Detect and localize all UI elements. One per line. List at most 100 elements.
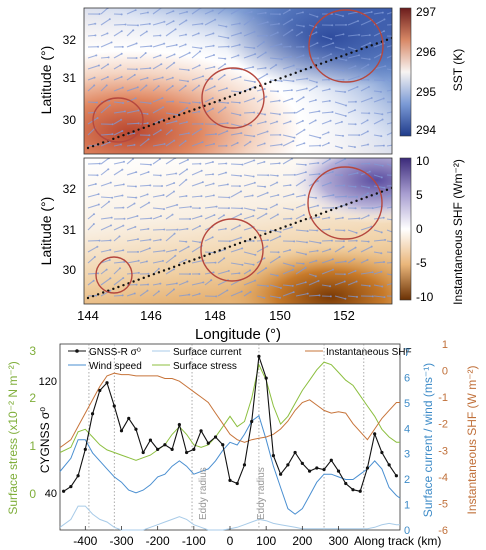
wind-arrow	[360, 42, 371, 48]
wind-arrow	[360, 97, 372, 103]
wind-arrow-head	[184, 43, 187, 46]
wind-arrow-head	[329, 295, 332, 298]
wind-arrow	[152, 85, 160, 92]
track-point	[385, 188, 389, 192]
wind-arrow-head	[149, 238, 152, 241]
wind-arrow	[256, 130, 268, 136]
wind-arrow	[204, 85, 216, 92]
wind-arrow-head	[306, 77, 309, 80]
wind-arrow	[360, 119, 368, 125]
wind-arrow	[269, 121, 278, 125]
wind-arrow	[308, 119, 316, 125]
track-point	[132, 280, 135, 283]
x-tick-label: 200	[292, 534, 312, 548]
wind-arrow	[308, 294, 320, 297]
wind-arrow	[269, 100, 280, 103]
wind-arrow	[347, 46, 357, 51]
wind-arrow	[191, 128, 202, 136]
wind-arrow-head	[150, 217, 153, 220]
wind-arrow	[334, 195, 347, 198]
wind-arrow-head	[314, 98, 317, 101]
wind-arrow	[191, 240, 201, 243]
wind-arrow-head	[278, 99, 281, 102]
wind-arrow-head	[186, 10, 189, 13]
wind-arrow	[243, 111, 255, 114]
track-point	[324, 60, 328, 64]
wind-arrow-head	[227, 37, 230, 40]
wind-arrow	[165, 249, 177, 253]
wind-arrow-head	[266, 245, 269, 248]
track-point	[147, 124, 150, 128]
wind-arrow-head	[328, 216, 331, 219]
x-tick-label: 150	[269, 308, 291, 323]
wind-arrow	[126, 238, 139, 242]
wind-arrow	[321, 88, 330, 92]
wind-arrow-head	[135, 42, 138, 45]
wind-arrow-head	[397, 184, 399, 186]
wind-arrow	[178, 206, 191, 209]
wind-arrow	[230, 90, 242, 93]
wind-arrow-head	[241, 247, 244, 250]
wind-arrow	[269, 182, 278, 187]
colorbar-label: Instantaneous SHF (Wm⁻²)	[451, 159, 465, 305]
wind-arrow-head	[109, 248, 112, 251]
wind-arrow-head	[120, 13, 123, 16]
wind-arrow-head	[211, 160, 214, 163]
wind-arrow	[139, 290, 148, 297]
wind-arrow-head	[267, 239, 270, 242]
wind-arrow	[230, 22, 240, 26]
stress-axis-label: Surface stress (x10⁻² N m⁻²)	[6, 361, 20, 514]
wind-arrow-head	[357, 75, 360, 78]
wind-arrow-head	[368, 170, 371, 173]
wind-arrow-head	[185, 19, 188, 22]
wind-arrow-head	[172, 268, 175, 271]
track-point	[360, 47, 363, 51]
wind-arrow-head	[397, 43, 399, 45]
wind-arrow-head	[121, 168, 124, 171]
wind-arrow	[347, 217, 360, 220]
wind-arrow-head	[305, 253, 308, 256]
wind-arrow-head	[316, 179, 319, 182]
wind-arrow-head	[133, 132, 136, 135]
wind-arrow-head	[122, 183, 125, 186]
wind-arrow-head	[367, 78, 370, 81]
wind-arrow	[87, 101, 98, 104]
wind-arrow-head	[107, 168, 110, 171]
wind-arrow	[373, 185, 385, 189]
wind-arrow	[152, 106, 164, 114]
track-point	[183, 261, 186, 265]
wind-arrow	[321, 66, 330, 70]
wind-arrow	[191, 245, 203, 253]
wind-arrow	[139, 138, 149, 147]
track-point	[203, 104, 206, 108]
wind-arrow	[204, 54, 215, 59]
wind-arrow-head	[395, 219, 397, 221]
wind-arrow	[282, 291, 294, 297]
wind-arrow	[386, 11, 392, 15]
track-point	[96, 143, 100, 146]
track-point	[193, 108, 196, 111]
wind-arrow-head	[254, 253, 257, 256]
wind-arrow	[178, 11, 188, 15]
wind-arrow-head	[380, 135, 383, 138]
track-point	[208, 102, 211, 106]
wind-arrow-head	[253, 135, 256, 138]
wind-arrow-head	[264, 11, 267, 14]
track-point	[284, 75, 287, 78]
wind-arrow-head	[316, 15, 319, 18]
track-point	[269, 230, 272, 234]
wind-arrow-head	[384, 65, 387, 68]
wind-arrow	[113, 249, 124, 253]
wind-arrow-head	[277, 90, 280, 93]
wind-arrow-head	[316, 41, 319, 44]
gnss-point	[307, 469, 312, 473]
wind-arrow-head	[97, 45, 100, 48]
colorbar-tick: -5	[416, 256, 427, 270]
wind-arrow	[230, 190, 242, 198]
wind-arrow	[178, 19, 187, 26]
wind-arrow-head	[137, 259, 140, 262]
wind-arrow	[295, 129, 305, 136]
wind-arrow	[373, 97, 384, 103]
wind-arrow-head	[316, 229, 319, 232]
track-point	[243, 89, 247, 93]
